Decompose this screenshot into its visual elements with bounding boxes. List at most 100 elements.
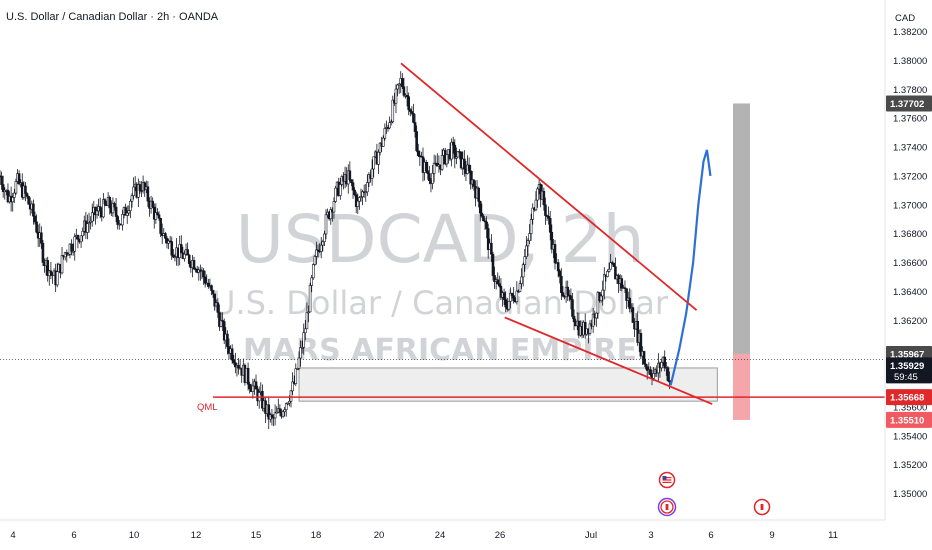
candle-body: [273, 412, 277, 419]
candle-body: [377, 151, 380, 165]
symbol-title[interactable]: U.S. Dollar / Canadian Dollar · 2h · OAN…: [6, 11, 219, 23]
candle-body: [561, 292, 565, 297]
candle-body: [397, 83, 401, 86]
candle-body: [323, 233, 326, 243]
candle-body: [297, 357, 301, 369]
candle-body: [424, 161, 428, 172]
candle-body: [607, 268, 611, 272]
candle-body: [572, 316, 576, 323]
candle-body: [496, 279, 500, 284]
candle-body: [207, 282, 210, 287]
candle-body: [381, 137, 385, 147]
candle-body: [467, 164, 471, 172]
candle-body: [595, 312, 598, 319]
candle-body: [14, 181, 18, 194]
candle-body: [432, 162, 436, 174]
candle-body: [125, 212, 129, 216]
candle-body: [606, 271, 609, 277]
trendline[interactable]: [400, 62, 698, 311]
x-tick-label: 10: [129, 530, 140, 541]
stop-zone[interactable]: [733, 353, 750, 420]
candle-body: [493, 275, 496, 282]
candle-body: [583, 321, 587, 335]
trendline[interactable]: [504, 316, 713, 405]
candle-body: [40, 232, 43, 244]
target-zone[interactable]: [733, 103, 750, 354]
candle-body: [210, 285, 213, 291]
candle-body: [469, 170, 473, 185]
y-tick-label: 1.37600: [893, 114, 927, 125]
candle-body: [526, 240, 530, 247]
candle-body: [477, 187, 480, 202]
candle-body: [302, 332, 306, 348]
box-top-price-tag: 1.35967: [890, 349, 924, 360]
x-tick-label: 26: [495, 530, 506, 541]
y-tick-label: 1.35000: [893, 489, 927, 500]
candle-body: [284, 403, 288, 410]
candle-body: [609, 262, 612, 270]
x-tick-label: 6: [708, 530, 713, 541]
candle-body: [416, 150, 420, 156]
candle-body: [571, 299, 574, 317]
candle-body: [413, 122, 417, 132]
candle-body: [507, 300, 511, 310]
candle-body: [504, 299, 507, 308]
candle-body: [388, 122, 391, 129]
candle-body: [248, 383, 251, 390]
target-price-tag: 1.37702: [890, 99, 924, 110]
projection-path: [669, 149, 712, 386]
candle-body: [299, 347, 302, 359]
qml-price-tag-bg: [886, 389, 932, 406]
candle-body: [254, 381, 258, 390]
y-tick-label: 1.38200: [893, 27, 927, 38]
candle-body: [668, 380, 671, 383]
candle-body: [251, 385, 255, 392]
candle-body: [270, 414, 274, 418]
candle-body: [321, 241, 325, 246]
candle-body: [261, 390, 264, 409]
candle-body: [156, 212, 159, 216]
candle-body: [275, 411, 279, 414]
x-tick-label: Jul: [585, 530, 597, 541]
candle-body: [402, 86, 406, 96]
candle-body: [440, 155, 444, 170]
candle-body: [222, 321, 226, 341]
candle-body: [232, 359, 236, 364]
candle-body: [389, 121, 393, 123]
candle-body: [219, 320, 223, 327]
candle-body: [76, 235, 80, 240]
candle-body: [25, 193, 29, 197]
candle-body: [179, 244, 183, 254]
candle-body: [601, 289, 604, 297]
candle-body: [103, 199, 107, 205]
candle-body: [620, 278, 624, 289]
candle-body: [407, 96, 410, 110]
candle-body: [625, 288, 628, 301]
currency-label: CAD: [895, 13, 915, 24]
candle-body: [86, 223, 89, 233]
candle-body: [143, 182, 147, 191]
candle-body: [623, 287, 627, 289]
candle-body: [32, 203, 35, 217]
candle-body: [396, 84, 399, 90]
candle-body: [612, 262, 616, 268]
candle-body: [17, 173, 21, 185]
us-flag-icon[interactable]: [658, 471, 676, 489]
candle-body: [353, 189, 356, 196]
canada-flag-icon[interactable]: [753, 498, 771, 516]
candle-body: [378, 142, 382, 153]
stop-price-tag-bg: [886, 411, 932, 428]
candle-body: [542, 190, 546, 206]
candle-body: [246, 367, 250, 385]
y-tick-label: 1.37200: [893, 171, 927, 182]
candle-body: [71, 250, 75, 253]
candle-body: [367, 174, 371, 183]
y-tick-label: 1.35400: [893, 431, 927, 442]
candle-body: [187, 254, 191, 264]
candle-body: [173, 256, 177, 259]
canada-flag-icon[interactable]: [657, 497, 677, 517]
candle-body: [602, 274, 606, 291]
candle-body: [544, 204, 547, 216]
candle-body: [509, 293, 512, 302]
